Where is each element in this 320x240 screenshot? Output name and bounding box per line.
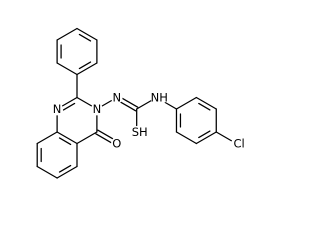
bond — [58, 164, 72, 173]
bond — [56, 131, 78, 145]
bond — [56, 165, 78, 179]
label-background — [91, 102, 103, 116]
bond — [56, 27, 78, 41]
label-background — [111, 91, 123, 104]
bond — [76, 27, 98, 41]
bond — [175, 96, 198, 110]
bond — [78, 33, 92, 42]
bond — [36, 131, 58, 145]
atom-label: N — [93, 102, 102, 116]
label-background — [231, 137, 248, 150]
bond — [36, 165, 58, 179]
atom-label: NH — [151, 91, 168, 105]
bond — [56, 62, 78, 76]
label-background — [51, 102, 63, 116]
bond — [195, 96, 217, 110]
bond — [76, 62, 98, 76]
atom-label: N — [112, 91, 121, 105]
bond — [198, 130, 211, 139]
atom-label: Cl — [234, 137, 245, 151]
label-background — [130, 125, 149, 139]
bond — [62, 102, 76, 111]
label-background — [111, 137, 123, 150]
bond — [78, 61, 92, 70]
bond — [175, 131, 198, 145]
label-background — [150, 91, 169, 104]
bond — [195, 131, 217, 145]
bond — [198, 102, 211, 111]
atom-label: SH — [132, 125, 148, 139]
atom-label: O — [112, 137, 121, 151]
bond — [76, 131, 98, 145]
bond — [58, 137, 72, 146]
background — [0, 0, 264, 197]
atom-label: N — [53, 102, 62, 116]
